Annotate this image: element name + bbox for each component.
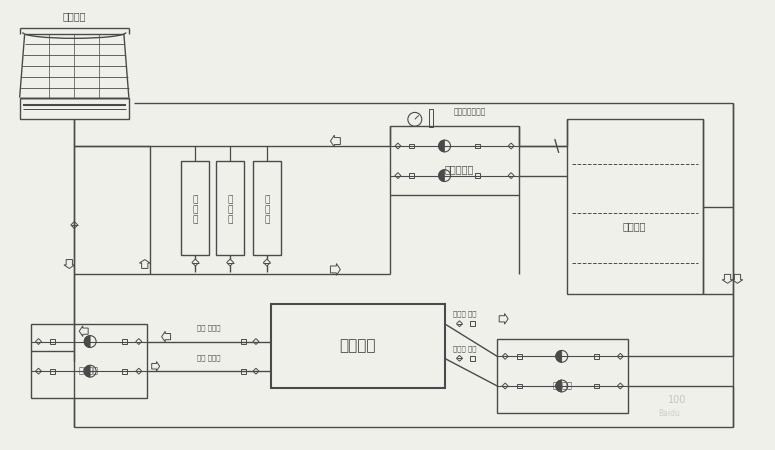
Text: 线: 线 <box>264 215 270 224</box>
Bar <box>409 144 415 149</box>
Text: 蝶阀 软接头: 蝶阀 软接头 <box>197 354 221 360</box>
Polygon shape <box>84 365 90 377</box>
Polygon shape <box>439 170 445 181</box>
Text: 冷却水塔: 冷却水塔 <box>63 12 86 22</box>
Bar <box>122 369 127 373</box>
Bar <box>19 98 129 119</box>
Polygon shape <box>556 351 562 362</box>
Bar <box>409 173 415 178</box>
Text: 冷却水泵: 冷却水泵 <box>78 366 98 375</box>
Polygon shape <box>84 336 90 347</box>
Bar <box>498 338 629 413</box>
Text: Baidu: Baidu <box>658 409 680 418</box>
Text: 线: 线 <box>227 215 232 224</box>
Text: 储冷水箱: 储冷水箱 <box>623 221 646 231</box>
Bar <box>240 369 246 373</box>
Bar <box>50 339 55 344</box>
Bar <box>475 173 480 178</box>
Text: 线: 线 <box>193 215 198 224</box>
Text: 100: 100 <box>668 395 687 405</box>
Bar <box>270 304 445 388</box>
Text: 压力表、温度计: 压力表、温度计 <box>453 107 486 116</box>
Text: 生: 生 <box>227 195 232 204</box>
Text: 产: 产 <box>193 205 198 214</box>
Bar <box>470 356 475 361</box>
Bar <box>216 161 244 255</box>
Bar <box>517 383 522 388</box>
Text: 产: 产 <box>227 205 232 214</box>
Bar <box>30 324 146 398</box>
Bar <box>429 109 432 127</box>
Bar <box>517 354 522 359</box>
Bar <box>567 119 703 294</box>
Text: 产: 产 <box>264 205 270 214</box>
Bar <box>594 383 599 388</box>
Text: 生: 生 <box>193 195 198 204</box>
Bar <box>50 369 55 373</box>
Polygon shape <box>556 380 562 392</box>
Bar <box>594 354 599 359</box>
Bar <box>122 339 127 344</box>
Text: 软接头 蝶阀: 软接头 蝶阀 <box>453 310 476 317</box>
Polygon shape <box>439 140 445 152</box>
Bar <box>181 161 209 255</box>
Text: 压力输出泵: 压力输出泵 <box>445 164 474 174</box>
Bar <box>475 144 480 149</box>
Bar <box>390 126 519 195</box>
Text: 软接头 蝶阀: 软接头 蝶阀 <box>453 345 476 352</box>
Text: 生: 生 <box>264 195 270 204</box>
Text: 冷冻水泵: 冷冻水泵 <box>553 381 573 390</box>
Text: 冷冻机组: 冷冻机组 <box>339 338 376 354</box>
Bar <box>240 339 246 344</box>
Text: 蝶阀 软接头: 蝶阀 软接头 <box>197 324 221 331</box>
Bar <box>253 161 281 255</box>
Bar <box>470 321 475 326</box>
